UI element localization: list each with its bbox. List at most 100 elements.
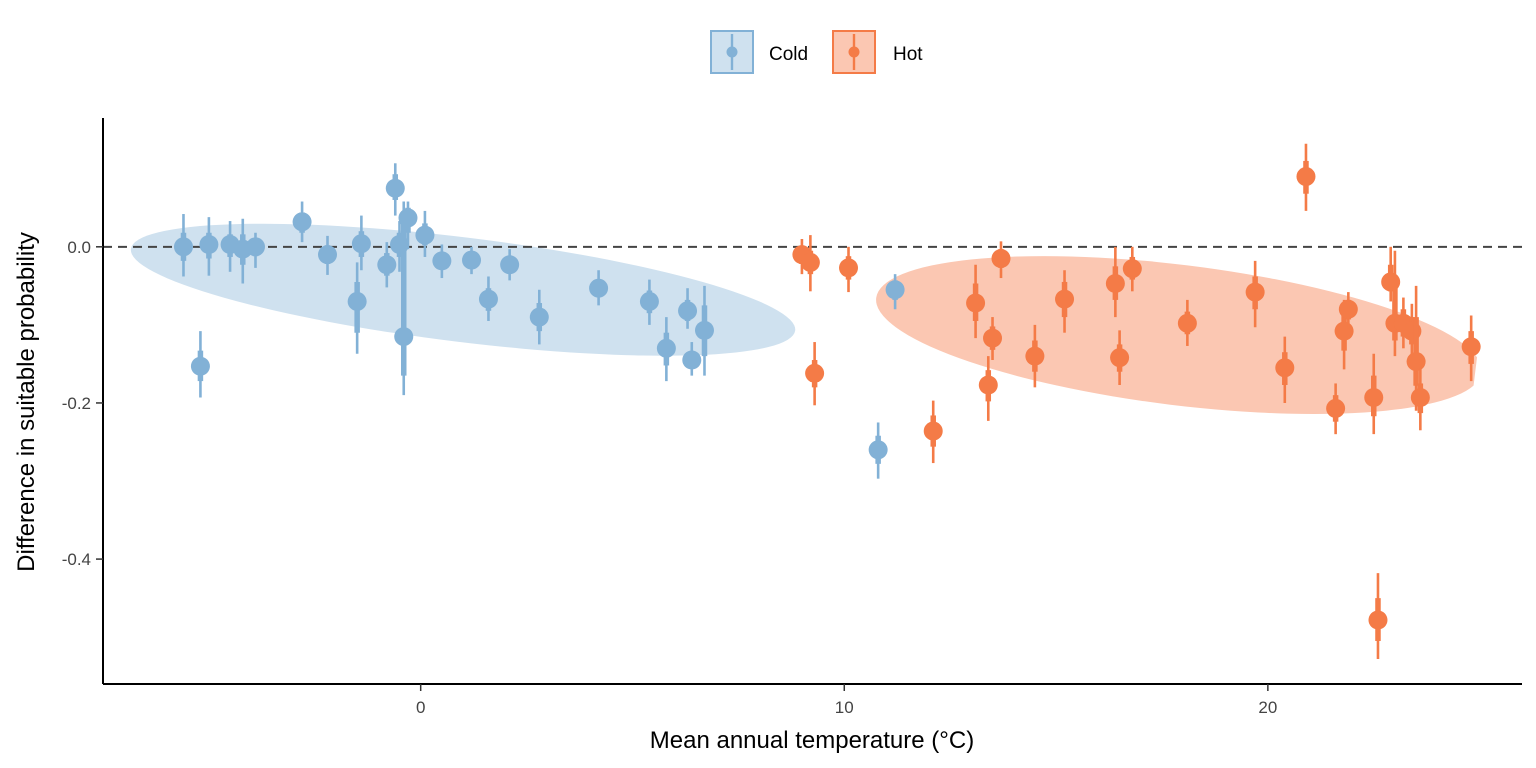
point-marker: [377, 255, 397, 275]
point-marker: [1275, 358, 1295, 378]
point-marker: [991, 249, 1011, 269]
data-point-hot: [1110, 330, 1130, 385]
y-tick-label: 0.0: [67, 238, 91, 257]
point-marker: [529, 307, 549, 327]
point-marker: [1334, 321, 1354, 341]
point-marker: [639, 291, 659, 311]
data-point-cold: [462, 246, 482, 275]
data-point-cold: [885, 274, 905, 310]
point-marker: [385, 178, 405, 198]
data-point-hot: [1275, 336, 1295, 403]
data-point-cold: [347, 262, 367, 354]
point-marker: [923, 421, 943, 441]
x-tick-label: 0: [416, 698, 425, 717]
legend-label: Cold: [769, 44, 808, 65]
point-marker: [432, 251, 452, 271]
data-point-hot: [991, 241, 1011, 279]
data-point-hot: [1326, 383, 1346, 435]
point-marker: [800, 252, 820, 272]
data-point-hot: [1296, 143, 1316, 211]
point-marker: [1105, 274, 1125, 294]
point-marker: [1461, 337, 1481, 357]
data-point-hot: [1410, 367, 1430, 431]
ellipses-layer: [130, 223, 1482, 414]
data-point-cold: [292, 201, 312, 243]
data-point-cold: [639, 279, 659, 325]
data-point-cold: [377, 242, 397, 288]
y-ticks: 0.0 -0.2 -0.4: [62, 238, 103, 569]
data-point-hot: [805, 342, 825, 406]
data-point-cold: [694, 285, 714, 376]
point-marker: [199, 234, 219, 254]
point-marker: [805, 363, 825, 383]
point-marker: [351, 234, 371, 254]
point-marker: [885, 280, 905, 300]
data-point-cold: [478, 276, 498, 321]
point-marker: [978, 375, 998, 395]
point-marker: [1245, 282, 1265, 302]
legend-key-marker: [726, 46, 738, 58]
legend-key-marker: [848, 46, 860, 58]
x-tick-label: 20: [1258, 698, 1277, 717]
axes-layer: [102, 118, 1522, 685]
data-point-hot: [1025, 324, 1045, 388]
legend-item-cold: Cold: [710, 30, 808, 74]
point-marker: [966, 293, 986, 313]
point-marker: [1122, 259, 1142, 279]
data-point-hot: [1368, 573, 1388, 660]
data-point-hot: [1177, 299, 1197, 346]
point-marker: [1177, 313, 1197, 333]
point-marker: [1364, 387, 1384, 407]
data-point-cold: [589, 270, 609, 306]
data-point-cold: [868, 422, 888, 479]
point-marker: [682, 350, 702, 370]
data-point-hot: [966, 264, 986, 339]
point-marker: [1296, 167, 1316, 187]
point-marker: [292, 212, 312, 232]
point-marker: [694, 320, 714, 340]
point-marker: [462, 250, 482, 270]
data-point-cold: [398, 201, 418, 250]
data-point-hot: [983, 317, 1003, 361]
data-point-hot: [1055, 270, 1075, 333]
x-ticks: 0 10 20: [416, 684, 1277, 717]
series-cold: [173, 163, 905, 479]
point-marker: [500, 255, 520, 275]
data-point-hot: [1364, 353, 1384, 435]
data-point-cold: [351, 215, 371, 271]
legend-label: Hot: [893, 44, 923, 65]
point-marker: [678, 301, 698, 321]
point-marker: [1410, 387, 1430, 407]
point-marker: [415, 225, 435, 245]
y-axis-title: Difference in suitable probability: [13, 232, 40, 572]
data-point-cold: [682, 342, 702, 376]
data-point-hot: [1105, 246, 1125, 318]
data-point-cold: [500, 249, 520, 281]
data-point-hot: [839, 246, 859, 293]
data-point-cold: [656, 317, 676, 382]
point-marker: [983, 328, 1003, 348]
data-point-hot: [923, 400, 943, 464]
point-marker: [656, 338, 676, 358]
point-marker: [1055, 289, 1075, 309]
data-point-cold: [317, 235, 337, 275]
x-axis-title: Mean annual temperature (°C): [650, 727, 974, 754]
point-marker: [589, 278, 609, 298]
point-marker: [398, 208, 418, 228]
data-point-cold: [199, 217, 219, 276]
x-tick-label: 10: [835, 698, 854, 717]
legend: Cold Hot: [710, 30, 923, 74]
point-marker: [1025, 346, 1045, 366]
data-point-cold: [415, 210, 435, 257]
data-point-hot: [1245, 260, 1265, 328]
ellipse-hot: [876, 256, 1482, 414]
point-marker: [317, 245, 337, 265]
data-point-cold: [529, 289, 549, 345]
point-marker: [1110, 348, 1130, 368]
data-point-hot: [1461, 315, 1481, 382]
point-marker: [1406, 352, 1426, 372]
data-point-cold: [173, 214, 193, 277]
data-point-cold: [678, 288, 698, 329]
y-tick-label: -0.4: [62, 550, 91, 569]
